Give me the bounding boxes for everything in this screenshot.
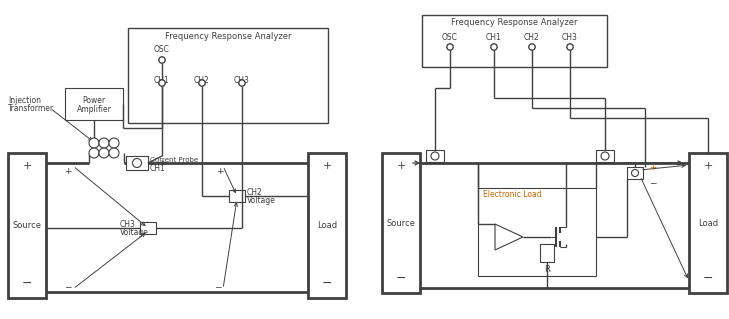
Bar [478,188,596,276]
Text: CH1: CH1 [150,164,165,173]
Text: −: − [64,282,71,291]
Bar [689,153,727,293]
Text: R: R [544,265,550,274]
Text: −: − [703,272,713,285]
Text: CH1: CH1 [486,33,502,42]
Bar [8,153,46,298]
Text: CH2: CH2 [247,188,262,197]
Text: OSC: OSC [442,33,458,42]
Text: −: − [396,272,406,285]
Circle shape [159,57,165,63]
Text: CH3: CH3 [120,220,136,229]
Text: Source: Source [12,221,42,230]
Text: +: + [397,161,405,171]
Text: +: + [703,161,713,171]
Text: +: + [64,167,71,176]
Circle shape [89,138,99,148]
Circle shape [199,80,205,86]
Bar [426,150,444,162]
Bar [128,28,328,123]
Text: Voltage: Voltage [247,196,276,205]
Circle shape [447,44,453,50]
Circle shape [431,152,439,160]
Text: CH3: CH3 [234,76,250,85]
Bar [422,15,607,67]
Circle shape [109,148,119,158]
Text: Amplifier: Amplifier [77,105,112,114]
Text: −: − [321,277,332,290]
Text: Current Probe: Current Probe [150,157,198,163]
Text: CH1: CH1 [154,76,170,85]
Text: OSC: OSC [154,45,170,54]
Text: Power: Power [82,96,106,105]
Circle shape [491,44,497,50]
Text: +: + [217,167,224,176]
Circle shape [99,138,109,148]
Bar [596,150,614,162]
Text: CH2: CH2 [194,76,210,85]
Circle shape [601,152,609,160]
Bar [126,156,148,170]
Circle shape [133,159,141,167]
Circle shape [109,138,119,148]
Text: +: + [649,163,657,172]
Text: Source: Source [386,219,416,227]
Bar [627,167,643,179]
Circle shape [631,169,639,176]
Circle shape [529,44,535,50]
Bar [229,190,245,202]
Polygon shape [495,224,523,250]
Text: −: − [22,277,32,290]
Text: Load: Load [698,219,718,227]
Text: CH3: CH3 [562,33,578,42]
Text: Frequency Response Analyzer: Frequency Response Analyzer [165,32,292,41]
Bar [540,244,554,262]
Text: Voltage: Voltage [120,228,149,237]
Text: Frequency Response Analyzer: Frequency Response Analyzer [451,18,578,27]
Text: −: − [649,178,657,187]
Circle shape [567,44,573,50]
Bar [140,222,156,234]
Text: Injection: Injection [8,96,41,105]
Circle shape [159,80,165,86]
Circle shape [239,80,245,86]
Text: CH2: CH2 [524,33,540,42]
Circle shape [89,148,99,158]
Text: +: + [23,161,31,171]
Bar [65,88,123,120]
Text: Transformer: Transformer [8,104,54,113]
Circle shape [99,148,109,158]
Text: +: + [322,161,332,171]
Text: Load: Load [317,221,337,230]
Bar [382,153,420,293]
Text: Electronic Load: Electronic Load [483,190,542,199]
Text: −: − [214,282,222,291]
Bar [308,153,346,298]
